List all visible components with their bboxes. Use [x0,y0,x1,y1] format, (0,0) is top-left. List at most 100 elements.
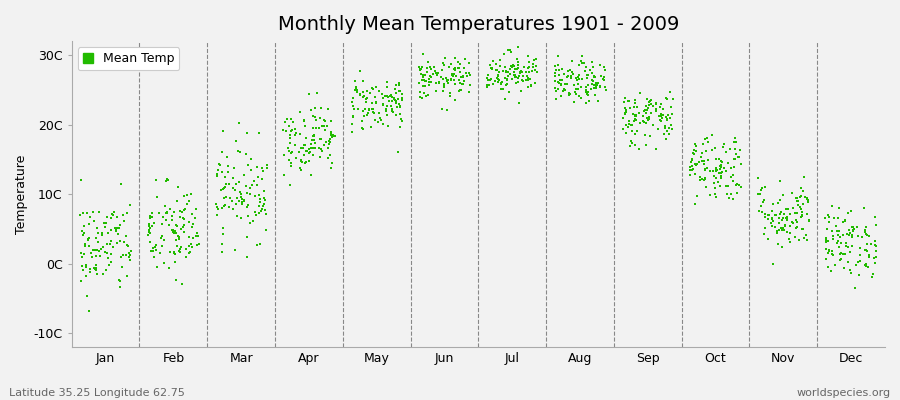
Point [775,227,789,233]
Point [708,167,723,173]
Point [732,182,746,188]
Point [308,145,322,151]
Point [94,230,109,236]
Point [285,127,300,133]
Point [512,70,526,76]
Point [698,165,713,172]
Point [527,67,542,73]
Point [730,190,744,196]
Point [436,88,451,94]
Point [642,116,656,122]
Point [719,183,733,189]
Point [579,64,593,70]
Point [88,253,103,259]
Point [171,184,185,190]
Point [428,80,443,86]
Point [158,237,172,244]
Point [868,242,882,248]
Point [302,149,317,155]
Point [625,121,639,128]
Point [701,139,716,145]
Point [435,106,449,112]
Point [633,120,647,126]
Point [724,165,738,171]
Point [347,86,362,93]
Point [394,116,409,123]
Point [589,80,603,86]
Point [638,107,652,114]
Point [426,70,440,77]
Point [636,118,651,124]
Point [833,234,848,240]
Point [706,180,721,187]
Point [786,205,800,211]
Point [734,184,748,190]
Point [500,76,514,83]
Point [705,147,719,154]
Point [186,234,201,241]
Point [589,82,603,88]
Point [438,74,453,81]
Point [319,127,333,133]
Point [120,273,134,279]
Point [618,104,633,111]
Point [167,259,182,265]
Legend: Mean Temp: Mean Temp [78,47,179,70]
Point [429,72,444,78]
Point [707,145,722,152]
Text: Latitude 35.25 Longitude 62.75: Latitude 35.25 Longitude 62.75 [9,388,184,398]
Point [825,233,840,240]
Point [659,114,673,120]
Point [842,232,856,238]
Point [598,87,613,94]
Point [258,207,273,214]
Point [835,232,850,239]
Point [307,137,321,143]
Point [371,119,385,126]
Point [284,150,298,157]
Point [237,198,251,204]
Point [556,88,571,94]
Point [284,116,298,122]
Point [283,140,297,146]
Point [499,68,513,75]
Point [118,233,132,239]
Point [793,194,807,200]
Point [359,96,374,102]
Point [445,75,459,82]
Point [250,182,265,188]
Point [182,198,196,204]
Point [283,135,297,141]
Point [214,241,229,248]
Point [378,92,392,99]
Point [104,227,118,234]
Point [327,132,341,139]
Point [310,90,325,96]
Point [155,233,169,240]
Point [783,230,797,236]
Point [226,185,240,192]
Point [588,92,602,98]
Point [551,62,565,68]
Point [227,164,241,171]
Point [279,115,293,122]
Point [500,75,514,82]
Point [446,71,461,78]
Point [558,80,572,87]
Point [819,239,833,246]
Point [288,142,302,148]
Point [365,106,380,112]
Point [143,230,157,236]
Point [296,145,310,152]
Point [212,160,227,167]
Point [369,99,383,106]
Point [251,192,266,198]
Point [693,174,707,180]
Point [628,97,643,103]
Point [652,117,667,123]
Point [454,87,468,94]
Point [365,86,380,92]
Point [755,185,770,191]
Point [523,76,537,82]
Point [257,197,272,203]
